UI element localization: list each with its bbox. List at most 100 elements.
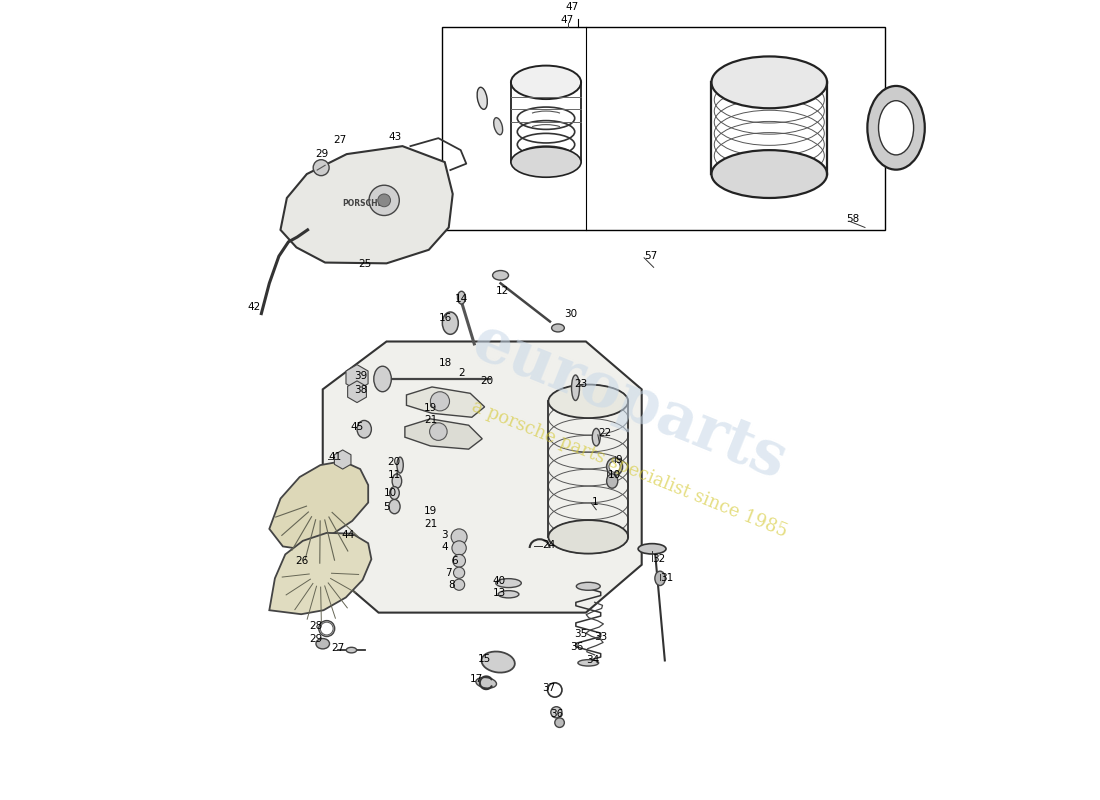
Text: 36: 36 [550, 709, 563, 719]
Polygon shape [348, 381, 366, 402]
Text: 18: 18 [439, 358, 452, 368]
Text: 26: 26 [295, 556, 308, 566]
Ellipse shape [316, 638, 330, 649]
Polygon shape [322, 342, 641, 613]
Text: 4: 4 [441, 542, 448, 552]
Text: 11: 11 [387, 470, 400, 480]
Text: 23: 23 [574, 378, 587, 389]
Text: 57: 57 [645, 251, 658, 261]
Ellipse shape [510, 66, 581, 99]
Circle shape [453, 567, 464, 578]
Polygon shape [346, 365, 368, 390]
Ellipse shape [392, 474, 402, 488]
Circle shape [430, 423, 447, 440]
Bar [442, 26, 884, 230]
Circle shape [377, 194, 390, 206]
Circle shape [320, 622, 333, 635]
Text: 24: 24 [542, 540, 556, 550]
Ellipse shape [712, 150, 827, 198]
Circle shape [452, 541, 466, 555]
Ellipse shape [879, 101, 914, 155]
Text: 29: 29 [309, 634, 322, 644]
Polygon shape [334, 450, 351, 469]
Text: 27: 27 [331, 642, 344, 653]
Text: 14: 14 [454, 294, 467, 304]
Text: 43: 43 [389, 131, 403, 142]
Circle shape [551, 706, 562, 718]
Text: 42: 42 [248, 302, 261, 312]
Text: 15: 15 [478, 654, 492, 664]
Circle shape [368, 186, 399, 215]
Ellipse shape [868, 86, 925, 170]
Text: 44: 44 [341, 530, 354, 540]
Circle shape [430, 392, 450, 411]
Circle shape [609, 461, 620, 472]
Text: 7: 7 [444, 568, 451, 578]
Text: 40: 40 [493, 576, 506, 586]
Ellipse shape [346, 647, 356, 653]
Text: 34: 34 [586, 655, 600, 666]
Text: 41: 41 [328, 452, 342, 462]
Text: 47: 47 [565, 2, 579, 12]
Ellipse shape [551, 324, 564, 332]
Ellipse shape [576, 582, 601, 590]
Text: 32: 32 [652, 554, 666, 564]
Text: 20: 20 [480, 376, 493, 386]
Ellipse shape [442, 312, 459, 334]
Text: 27: 27 [333, 134, 346, 145]
Text: 13: 13 [493, 588, 506, 598]
Ellipse shape [549, 385, 628, 418]
Text: 5: 5 [383, 502, 390, 511]
Ellipse shape [389, 486, 399, 499]
Polygon shape [405, 419, 482, 449]
Text: a porsche parts specialist since 1985: a porsche parts specialist since 1985 [470, 398, 790, 541]
Ellipse shape [712, 57, 827, 108]
Text: 3: 3 [441, 530, 448, 540]
Ellipse shape [494, 118, 503, 134]
Text: PORSCHE: PORSCHE [342, 199, 383, 208]
Ellipse shape [389, 499, 400, 514]
Circle shape [554, 718, 564, 727]
Text: 19: 19 [424, 506, 438, 516]
Circle shape [453, 579, 464, 590]
Text: 16: 16 [439, 313, 452, 322]
Circle shape [453, 554, 465, 567]
Ellipse shape [592, 429, 601, 446]
Text: 1: 1 [592, 497, 598, 506]
Polygon shape [407, 387, 485, 418]
Polygon shape [270, 533, 372, 614]
Text: 2: 2 [459, 368, 465, 378]
Text: 19: 19 [424, 402, 438, 413]
Ellipse shape [493, 270, 508, 280]
Text: 22: 22 [597, 428, 612, 438]
Text: 36: 36 [570, 642, 583, 652]
Text: 31: 31 [660, 574, 673, 583]
Text: 45: 45 [351, 422, 364, 432]
Text: 33: 33 [594, 631, 607, 642]
Text: 30: 30 [564, 309, 578, 318]
Ellipse shape [549, 520, 628, 554]
Ellipse shape [476, 678, 496, 688]
Text: 29: 29 [316, 149, 329, 159]
Text: 8: 8 [449, 580, 455, 590]
Text: 35: 35 [574, 629, 587, 639]
Polygon shape [270, 461, 368, 550]
Ellipse shape [496, 578, 521, 587]
Ellipse shape [458, 291, 465, 304]
Text: 9: 9 [615, 455, 622, 466]
Text: 21: 21 [424, 415, 438, 426]
Text: 20: 20 [387, 457, 400, 467]
Ellipse shape [638, 544, 666, 554]
Text: 17: 17 [471, 674, 484, 684]
Ellipse shape [572, 375, 580, 401]
Circle shape [314, 160, 329, 176]
Text: 12: 12 [496, 286, 509, 296]
Text: 47: 47 [561, 15, 574, 25]
Ellipse shape [654, 571, 666, 586]
Polygon shape [280, 146, 453, 263]
Ellipse shape [319, 621, 334, 637]
Ellipse shape [510, 147, 581, 178]
Text: 21: 21 [424, 519, 438, 529]
Ellipse shape [482, 651, 515, 673]
Ellipse shape [498, 590, 519, 598]
